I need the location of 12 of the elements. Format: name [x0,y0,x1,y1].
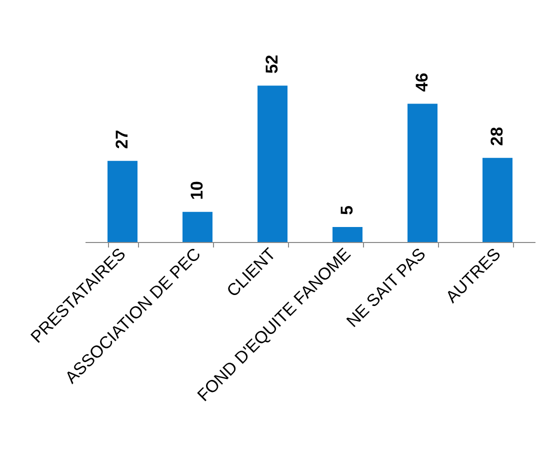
data-label: 28 [488,126,506,146]
data-label: 46 [412,72,432,92]
bar [408,104,438,242]
data-label: 10 [188,181,206,200]
bar [182,212,212,242]
data-label: 5 [338,206,356,215]
bar [482,158,512,242]
bar [108,160,138,242]
bar [258,86,288,242]
data-label: 27 [112,130,132,149]
data-label: 52 [262,54,282,74]
bar [332,226,362,242]
